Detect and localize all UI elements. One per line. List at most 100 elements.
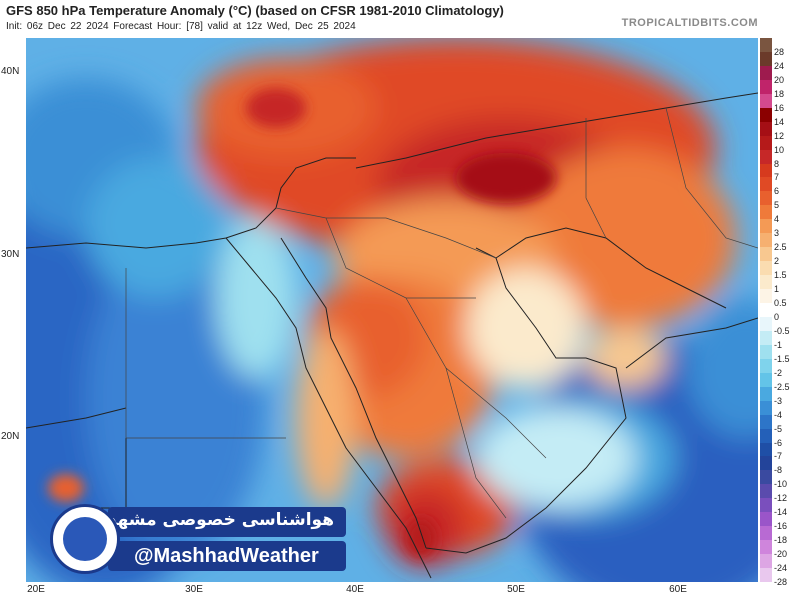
colorbar-label: -8 (774, 465, 783, 476)
colorbar-label: 20 (774, 74, 785, 85)
lat-label: 20N (1, 431, 20, 442)
colorbar-swatch (760, 219, 772, 234)
colorbar-swatch (760, 358, 772, 373)
colorbar-swatch (760, 275, 772, 290)
forecast-info: Init: 06z Dec 22 2024 Forecast Hour: [78… (6, 21, 356, 32)
colorbar-label: -18 (774, 535, 788, 546)
colorbar-label: -4 (774, 409, 783, 420)
colorbar-swatch (760, 512, 772, 527)
colorbar-label: 10 (774, 144, 785, 155)
colorbar-label: -6 (774, 437, 783, 448)
colorbar-label: 8 (774, 158, 780, 169)
colorbar-label: 1.5 (774, 270, 787, 281)
weather-cloud-icon (63, 517, 107, 561)
colorbar-label: -14 (774, 507, 788, 518)
colorbar-swatch (760, 470, 772, 485)
colorbar-label: -1.5 (774, 353, 790, 364)
colorbar-swatch (760, 316, 772, 331)
colorbar-swatch (760, 289, 772, 304)
colorbar-label: 3 (774, 228, 780, 239)
anomaly-map (26, 38, 758, 582)
colorbar-label: -1 (774, 339, 783, 350)
colorbar-label: 18 (774, 88, 785, 99)
colorbar-swatch (760, 65, 772, 80)
colorbar-swatch (760, 107, 772, 122)
colorbar-swatch (760, 442, 772, 457)
colorbar-label: -10 (774, 479, 788, 490)
colorbar-label: 6 (774, 186, 780, 197)
colorbar-swatch (760, 121, 772, 136)
lon-label: 20E (27, 584, 45, 595)
colorbar-label: -3 (774, 395, 783, 406)
colorbar-swatch (760, 428, 772, 443)
lon-label: 40E (346, 584, 364, 595)
colorbar-swatch (760, 456, 772, 471)
colorbar-swatch (760, 79, 772, 94)
colorbar-label: -20 (774, 549, 788, 560)
colorbar-swatch (760, 51, 772, 66)
country-borders (125, 107, 758, 519)
colorbar-label: 2 (774, 256, 780, 267)
colorbar-swatch (760, 38, 772, 52)
colorbar-swatch (760, 93, 772, 108)
colorbar-label: 14 (774, 116, 785, 127)
colorbar-swatch (760, 344, 772, 359)
source-site: TROPICALTIDBITS.COM (621, 17, 758, 29)
banner-handle-text: @MashhadWeather (134, 545, 319, 567)
colorbar-swatch (760, 149, 772, 164)
colorbar-swatch (760, 400, 772, 415)
colorbar-label: -2.5 (774, 381, 790, 392)
colorbar-swatch (760, 540, 772, 555)
colorbar-swatch (760, 484, 772, 499)
colorbar-label: -2 (774, 367, 783, 378)
colorbar-label: -12 (774, 493, 788, 504)
colorbar-label: 7 (774, 172, 780, 183)
colorbar-swatch (760, 303, 772, 318)
lon-label: 50E (507, 584, 525, 595)
map-title: GFS 850 hPa Temperature Anomaly (°C) (ba… (6, 3, 504, 18)
colorbar-swatch (760, 247, 772, 262)
lat-label: 30N (1, 249, 20, 260)
colorbar-swatch (760, 233, 772, 248)
colorbar-swatch (760, 135, 772, 150)
colorbar-swatch (760, 205, 772, 220)
colorbar-label: 24 (774, 60, 785, 71)
colorbar-swatch (760, 261, 772, 276)
colorbar-label: 12 (774, 130, 785, 141)
colorbar-swatch (760, 526, 772, 541)
lat-label: 40N (1, 66, 20, 77)
channel-logo (50, 504, 120, 574)
colorbar-swatch (760, 414, 772, 429)
colorbar-label: 4 (774, 214, 780, 225)
colorbar-swatch (760, 191, 772, 206)
colorbar-swatch (760, 568, 772, 583)
colorbar-label: 1 (774, 284, 780, 295)
colorbar-label: 2.5 (774, 242, 787, 253)
colorbar-swatch (760, 372, 772, 387)
colorbar-label: 0.5 (774, 298, 787, 309)
lon-label: 30E (185, 584, 203, 595)
colorbar-label: -16 (774, 521, 788, 532)
colorbar-label: -0.5 (774, 325, 790, 336)
map-canvas (26, 38, 758, 582)
colorbar-label: -7 (774, 451, 783, 462)
anomaly-hotspots (48, 88, 556, 558)
banner-handle-bar: @MashhadWeather (108, 541, 346, 571)
watermark-banner: هواشناسی خصوصی مشهد @MashhadWeather (50, 504, 350, 578)
colorbar-swatch (760, 177, 772, 192)
colorbar-label: 28 (774, 46, 785, 57)
colorbar-swatch (760, 330, 772, 345)
colorbar-swatch (760, 386, 772, 401)
colorbar-label: 0 (774, 311, 780, 322)
colorbar-swatch (760, 163, 772, 178)
lon-label: 60E (669, 584, 687, 595)
colorbar-label: -28 (774, 577, 788, 587)
colorbar-swatch (760, 498, 772, 513)
banner-persian-bar: هواشناسی خصوصی مشهد (108, 507, 346, 537)
colorbar-label: -24 (774, 563, 788, 574)
colorbar-label: -5 (774, 423, 783, 434)
map-header: GFS 850 hPa Temperature Anomaly (°C) (ba… (0, 0, 800, 36)
banner-persian-text: هواشناسی خصوصی مشهد (107, 510, 334, 530)
anomaly-field (26, 38, 758, 582)
colorbar-swatch (760, 554, 772, 569)
